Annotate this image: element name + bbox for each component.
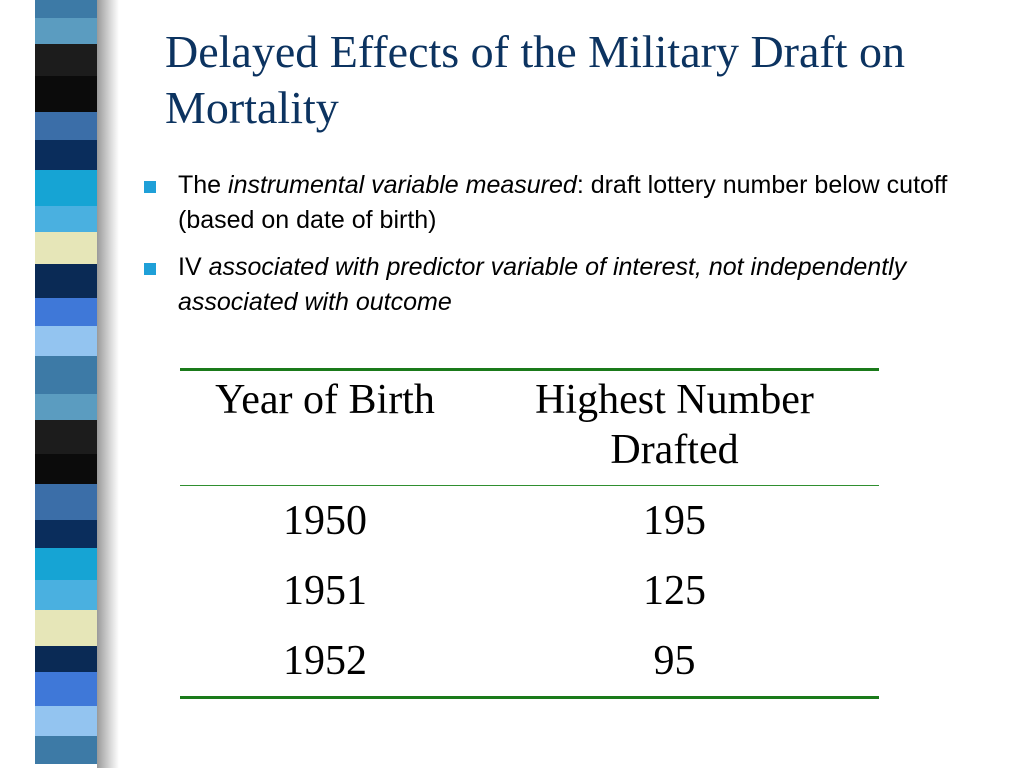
bullet-list: The instrumental variable measured: draf…	[140, 168, 980, 332]
stripe-band	[35, 112, 97, 140]
decorative-stripe	[35, 0, 97, 768]
stripe-band	[35, 610, 97, 646]
bullet-item: The instrumental variable measured: draf…	[140, 168, 980, 238]
year-cell: 1952	[283, 638, 367, 684]
bottom-rule	[180, 695, 879, 699]
bullet-text-post: : draft lottery number below cutoff (bas…	[178, 171, 948, 234]
stripe-band	[35, 326, 97, 356]
stripe-band	[35, 140, 97, 170]
table-row: 1950 195	[180, 486, 879, 556]
stripe-band	[35, 580, 97, 610]
slide-title: Delayed Effects of the Military Draft on…	[165, 26, 905, 133]
stripe-band	[35, 672, 97, 706]
stripe-band	[35, 420, 97, 454]
drafted-cell: 195	[643, 498, 706, 544]
stripe-band	[35, 232, 97, 264]
table-header-row: Year of Birth Highest Number Drafted	[180, 369, 879, 486]
stripe-band	[35, 298, 97, 326]
stripe-band	[35, 206, 97, 232]
stripe-band	[35, 736, 97, 764]
square-bullet-icon	[144, 181, 156, 193]
stripe-band	[35, 394, 97, 420]
bullet-text-italic: associated with predictor variable of in…	[178, 253, 907, 316]
stripe-shadow	[97, 0, 119, 768]
stripe-band	[35, 484, 97, 520]
stripe-band	[35, 356, 97, 394]
bullet-text-italic: instrumental variable measured	[228, 171, 577, 199]
table-row: 1952 95	[180, 626, 879, 696]
square-bullet-icon	[144, 263, 156, 275]
stripe-band	[35, 0, 97, 18]
bullet-text-pre: The	[178, 171, 229, 199]
stripe-band	[35, 76, 97, 112]
stripe-band	[35, 520, 97, 548]
drafted-cell: 125	[643, 568, 706, 614]
header-divider	[180, 485, 879, 486]
table-row: 1951 125	[180, 556, 879, 626]
stripe-band	[35, 548, 97, 580]
year-cell: 1950	[283, 498, 367, 544]
draft-table: Year of Birth Highest Number Drafted 195…	[180, 368, 879, 699]
drafted-cell: 95	[653, 638, 696, 684]
stripe-band	[35, 454, 97, 484]
stripe-band	[35, 264, 97, 298]
stripe-band	[35, 18, 97, 44]
bullet-text-pre: IV	[178, 253, 209, 281]
stripe-band	[35, 170, 97, 206]
column-header-year: Year of Birth	[215, 377, 435, 423]
bullet-item: IV associated with predictor variable of…	[140, 250, 980, 320]
year-cell: 1951	[283, 568, 367, 614]
column-header-drafted: Highest Number Drafted	[535, 377, 814, 473]
stripe-band	[35, 706, 97, 736]
stripe-band	[35, 646, 97, 672]
stripe-band	[35, 44, 97, 76]
